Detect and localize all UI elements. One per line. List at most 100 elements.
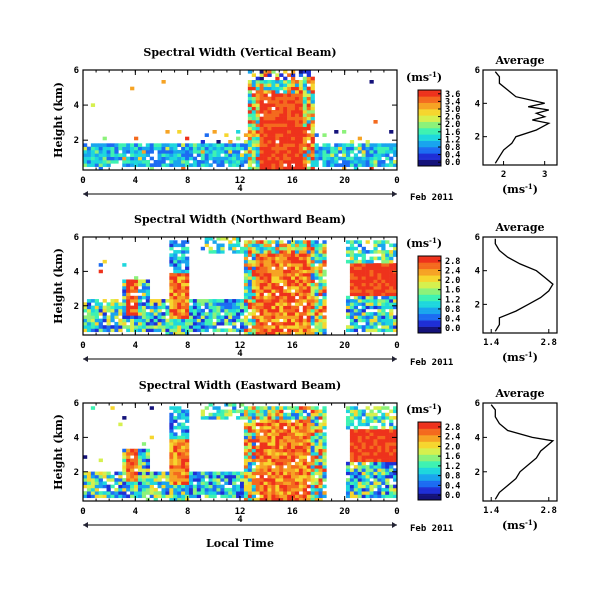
heatmap-cell <box>181 308 186 313</box>
heatmap-cell <box>259 93 264 97</box>
heatmap-cell <box>389 253 394 257</box>
heatmap-cell <box>98 156 103 161</box>
heatmap-cell <box>361 272 366 277</box>
heatmap-cell <box>381 146 386 151</box>
heatmap-cell <box>259 435 264 440</box>
heatmap-cell <box>385 406 390 410</box>
heatmap-cell <box>247 465 253 469</box>
heatmap-cell <box>94 150 99 154</box>
heatmap-cell <box>141 325 147 329</box>
heatmap-cell <box>302 429 308 433</box>
heatmap-cell <box>106 150 111 154</box>
heatmap-cell <box>255 331 260 336</box>
heatmap-cell <box>247 445 253 450</box>
heatmap-cell <box>271 140 276 144</box>
heatmap-cell <box>342 130 347 134</box>
heatmap-cell <box>259 70 264 74</box>
heatmap-cell <box>353 315 359 319</box>
heatmap-cell <box>377 240 382 244</box>
x-tick-label: 4 <box>133 176 139 186</box>
colorbar-segment <box>418 283 441 286</box>
heatmap-cell <box>208 156 213 161</box>
heatmap-cell <box>342 153 347 157</box>
heatmap-cell <box>169 487 174 492</box>
heatmap-cell <box>114 321 119 326</box>
heatmap-cell <box>243 279 249 284</box>
heatmap-cell <box>314 435 319 440</box>
heatmap-cell <box>126 150 131 154</box>
heatmap-cell <box>114 160 119 164</box>
heatmap-cell <box>377 160 382 164</box>
heatmap-cell <box>271 481 276 485</box>
heatmap-cell <box>271 321 276 326</box>
heatmap-cell <box>314 331 319 336</box>
heatmap-cell <box>275 272 280 277</box>
avg-y-tick-label: 2 <box>475 468 480 478</box>
heatmap-cell <box>322 295 327 300</box>
heatmap-cell <box>283 318 288 323</box>
heatmap-cell <box>267 133 272 137</box>
heatmap-cell <box>255 256 260 261</box>
heatmap-cell <box>298 302 304 306</box>
heatmap-cell <box>279 412 284 417</box>
heatmap-cell <box>251 409 256 414</box>
heatmap-cell <box>240 308 245 313</box>
heatmap-cell <box>310 76 315 81</box>
heatmap-cell <box>310 491 315 495</box>
heatmap-cell <box>310 80 315 84</box>
heatmap-cell <box>118 318 123 323</box>
heatmap-cell <box>393 484 398 489</box>
heatmap-cell <box>377 308 382 313</box>
heatmap-cell <box>381 448 386 453</box>
heatmap-cell <box>255 272 260 277</box>
heatmap-cell <box>259 419 264 423</box>
heatmap-cell <box>287 250 292 254</box>
heatmap-cell <box>353 289 359 293</box>
heatmap-cell <box>349 429 355 433</box>
heatmap-cell <box>361 160 366 164</box>
colorbar-segment <box>418 300 441 303</box>
heatmap-cell <box>302 478 308 482</box>
heatmap-cell <box>177 308 182 313</box>
heatmap-cell <box>275 146 280 151</box>
heatmap-cell <box>255 133 260 137</box>
heatmap-cell <box>263 272 268 277</box>
heatmap-cell <box>291 422 296 427</box>
heatmap-cell <box>263 163 268 167</box>
heatmap-cell <box>114 150 119 154</box>
heatmap-cell <box>118 146 123 151</box>
heatmap-cell <box>267 318 272 323</box>
colorbar-segment <box>418 456 441 459</box>
heatmap-cell <box>353 487 359 492</box>
heatmap-cell <box>181 295 186 300</box>
heatmap-cell <box>98 481 103 485</box>
heatmap-cell <box>267 452 272 456</box>
heatmap-cell <box>373 266 378 270</box>
heatmap-cell <box>298 422 304 427</box>
colorbar-segment <box>418 452 441 455</box>
heatmap-cell <box>306 156 311 161</box>
heatmap-cell <box>259 474 264 479</box>
heatmap-cell <box>232 243 237 248</box>
heatmap-cell <box>161 299 166 303</box>
heatmap-cell <box>338 156 343 161</box>
heatmap-cell <box>389 146 394 151</box>
heatmap-cell <box>137 302 143 306</box>
heatmap-cell <box>200 474 205 479</box>
colorbar-segment <box>418 448 441 450</box>
colorbar-segment <box>418 148 441 151</box>
heatmap-cell <box>232 237 237 241</box>
heatmap-cell <box>306 321 311 326</box>
heatmap-cell <box>314 312 319 316</box>
heatmap-cell <box>302 259 308 264</box>
heatmap-cell <box>173 163 178 167</box>
date-label: Feb 2011 <box>410 193 453 203</box>
heatmap-cell <box>291 409 296 414</box>
heatmap-cell <box>294 315 300 319</box>
heatmap-cell <box>298 70 304 74</box>
colorbar-segment <box>418 435 441 437</box>
heatmap-cell <box>220 299 225 303</box>
heatmap-cell <box>283 308 288 313</box>
heatmap-cell <box>240 325 245 329</box>
heatmap-cell <box>126 292 131 297</box>
